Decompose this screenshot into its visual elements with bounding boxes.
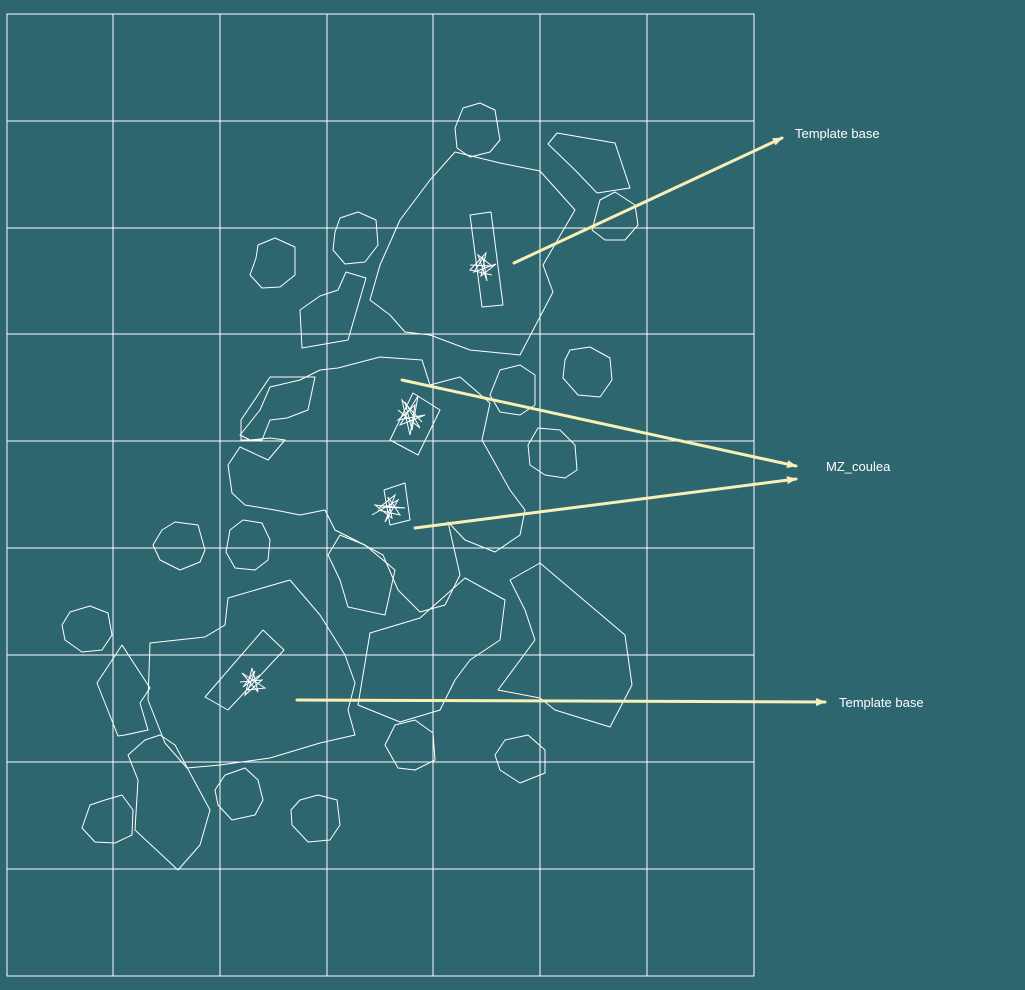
blob-outline — [547, 132, 631, 194]
arrow-template-base-bottom — [295, 697, 827, 706]
blob-outline — [96, 644, 151, 737]
blob-outline — [562, 346, 613, 398]
region-outline-lower-left — [147, 579, 356, 769]
label-template-base-bottom: Template base — [839, 695, 924, 710]
blob-outline — [527, 427, 578, 479]
arrows — [295, 136, 827, 706]
template-rect-middle — [389, 392, 441, 456]
star-scribble-middle — [396, 395, 426, 436]
blob-outline — [214, 767, 264, 821]
star-scribble-bottom — [239, 667, 267, 697]
blob-outline — [299, 271, 367, 349]
template-rect-bottom — [204, 629, 285, 711]
blob-outline — [240, 376, 316, 441]
arrow-mz-coulea-upper — [400, 378, 798, 468]
star-scribble-lower — [371, 493, 406, 523]
blob-outline — [249, 237, 296, 289]
template-rect-top — [469, 211, 504, 308]
star-scribble-top — [469, 251, 497, 282]
blob-outline — [327, 534, 396, 616]
blob-outline — [489, 364, 536, 416]
region-outline-lower-middle — [357, 577, 506, 723]
grid — [6, 13, 755, 977]
blob-outline — [152, 521, 206, 571]
label-mz-coulea: MZ_coulea — [826, 459, 891, 474]
region-outline-lower-right — [497, 562, 633, 728]
blob-outline — [290, 794, 341, 843]
blob-outline — [591, 191, 639, 241]
blob-outline — [61, 605, 113, 653]
blob-outline — [127, 734, 211, 871]
region-outline-top-large — [369, 151, 576, 356]
blob-outline — [384, 719, 436, 771]
blob-outline — [494, 734, 546, 784]
arrow-template-base-top — [512, 136, 784, 265]
region-outlines — [61, 102, 639, 871]
label-template-base-top: Template base — [795, 126, 880, 141]
blob-outline — [225, 519, 271, 571]
blob-outline — [81, 794, 134, 844]
blob-outline — [332, 211, 379, 265]
blob-outline — [454, 102, 501, 158]
grid-border — [6, 13, 755, 977]
star-scribbles — [239, 251, 497, 697]
arrow-mz-coulea-lower — [413, 476, 798, 530]
template-rect-lower-middle — [383, 482, 411, 526]
region-outline-middle — [227, 356, 526, 613]
